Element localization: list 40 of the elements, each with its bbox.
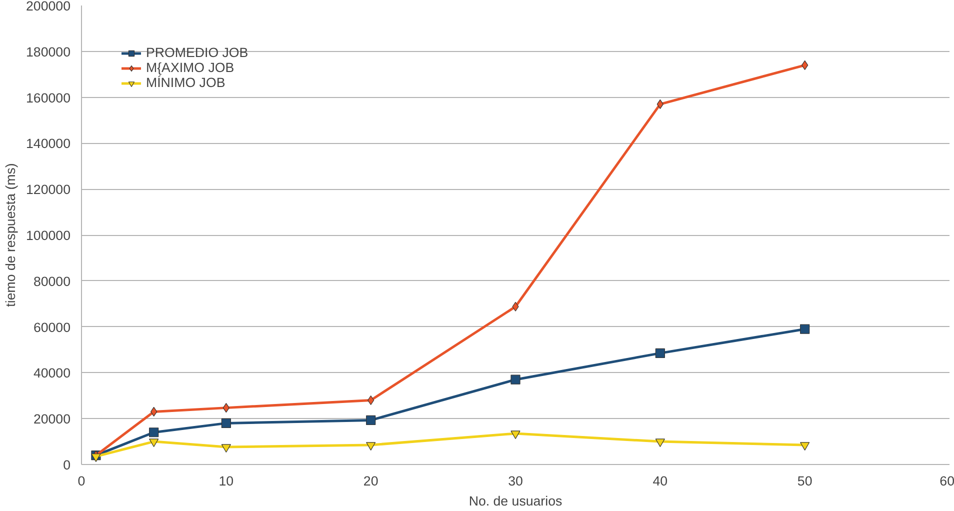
legend-label: MÍNIMO JOB — [146, 75, 226, 90]
y-tick-label: 100000 — [26, 228, 71, 243]
point — [366, 415, 376, 426]
y-tick-label: 20000 — [33, 412, 70, 427]
point — [656, 99, 664, 109]
point — [655, 438, 665, 448]
x-tick-label: 40 — [652, 474, 668, 488]
point — [91, 454, 101, 462]
y-tick-label: 200000 — [26, 0, 71, 14]
point — [510, 374, 520, 384]
x-tick-label: 10 — [218, 474, 234, 488]
y-tick-label: 0 — [63, 458, 71, 472]
point — [221, 444, 231, 453]
legend-label: M{AXIMO JOB — [146, 60, 234, 75]
point — [221, 418, 231, 428]
y-tick-label: 160000 — [26, 90, 71, 106]
point — [222, 403, 230, 413]
x-tick-label: 20 — [363, 474, 378, 488]
point — [149, 438, 159, 448]
x-tick-label: 0 — [78, 474, 86, 488]
x-tick-label: 30 — [508, 474, 523, 488]
point — [800, 324, 810, 334]
y-tick-label: 80000 — [33, 274, 70, 289]
point — [655, 348, 665, 358]
legend-label: PROMEDIO JOB — [146, 45, 248, 60]
y-tick-label: 140000 — [26, 136, 71, 152]
point — [800, 442, 810, 450]
y-tick-label: 40000 — [33, 366, 70, 381]
point — [510, 430, 520, 440]
y-tick-label: 120000 — [26, 182, 71, 198]
x-tick-label: 50 — [797, 474, 812, 488]
x-axis-title: No. de usuarios — [468, 494, 563, 508]
point — [149, 428, 159, 438]
y-tick-label: 180000 — [26, 44, 71, 60]
y-tick-label: 60000 — [33, 320, 70, 335]
point — [802, 60, 808, 70]
y-axis-title: tiemo de respuesta (ms) — [3, 163, 18, 307]
point — [366, 442, 376, 450]
x-tick-label: 60 — [940, 474, 954, 488]
point — [512, 302, 519, 312]
